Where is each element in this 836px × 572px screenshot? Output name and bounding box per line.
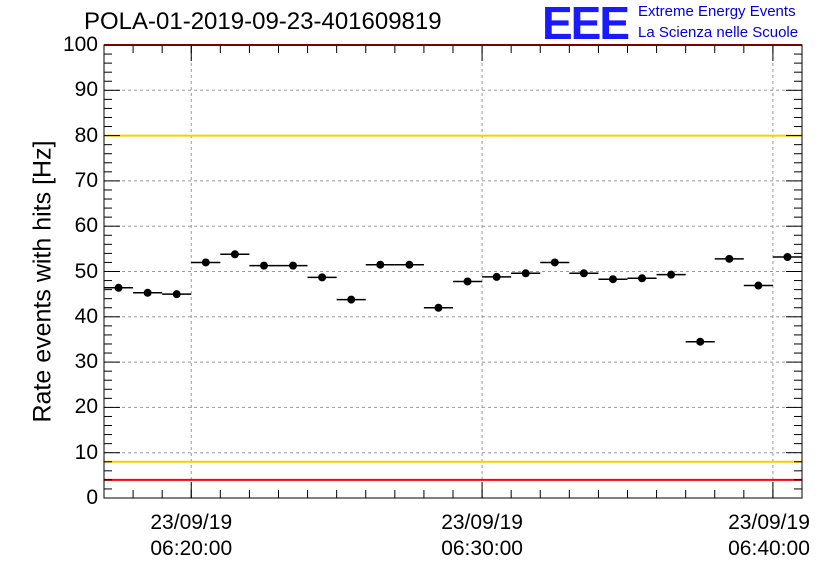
x-tick-label: 23/09/19 06:40:00 — [704, 510, 834, 562]
y-tick-label: 40 — [74, 304, 98, 328]
data-point — [492, 272, 501, 281]
x-tick-date: 23/09/19 — [728, 511, 810, 534]
data-point — [318, 273, 327, 282]
y-axis-label: Rate events with hits [Hz] — [28, 140, 57, 423]
y-tick-label: 100 — [62, 33, 98, 56]
data-point — [201, 258, 210, 267]
data-point — [667, 270, 676, 279]
x-tick-time: 06:20:00 — [150, 537, 233, 560]
y-tick-label: 30 — [74, 350, 98, 374]
data-point — [405, 260, 414, 269]
logo-line-2: La Scienza nelle Scuole — [638, 24, 799, 41]
grid-lines — [104, 45, 802, 498]
data-point — [259, 261, 268, 270]
data-point — [550, 258, 559, 267]
data-points — [104, 250, 802, 346]
eee-logo: EEE — [542, 0, 630, 49]
x-tick-time: 06:40:00 — [728, 537, 810, 560]
data-point — [725, 254, 734, 263]
data-point — [230, 250, 239, 259]
y-tick-label: 90 — [74, 78, 98, 102]
y-tick-label: 20 — [74, 395, 98, 419]
data-point — [783, 253, 792, 262]
data-point — [143, 288, 152, 297]
y-tick-label: 0 — [86, 486, 98, 509]
data-point — [172, 290, 181, 299]
data-point — [754, 281, 763, 290]
data-point — [638, 274, 647, 283]
data-point — [521, 269, 530, 278]
y-tick-label: 70 — [74, 168, 98, 192]
data-point — [376, 260, 385, 269]
x-tick-label: 23/09/19 06:30:00 — [417, 510, 547, 562]
data-point — [696, 337, 705, 346]
axis-ticks — [103, 44, 803, 499]
data-point — [347, 295, 356, 304]
y-tick-label: 60 — [74, 214, 98, 238]
x-tick-date: 23/09/19 — [150, 511, 233, 534]
data-point — [579, 269, 588, 278]
x-tick-date: 23/09/19 — [441, 511, 523, 534]
y-tick-label: 10 — [74, 440, 98, 464]
data-point — [608, 275, 617, 284]
chart-title: POLA-01-2019-09-23-401609819 — [84, 8, 442, 35]
data-point — [463, 277, 472, 286]
y-tick-label: 50 — [74, 259, 98, 283]
data-point — [114, 283, 123, 292]
y-tick-label: 80 — [74, 123, 98, 147]
logo-line-1: Extreme Energy Events — [638, 3, 796, 20]
x-tick-time: 06:30:00 — [441, 537, 523, 560]
data-point — [434, 303, 443, 312]
x-tick-label: 23/09/19 06:20:00 — [126, 510, 256, 562]
data-point — [289, 261, 298, 270]
